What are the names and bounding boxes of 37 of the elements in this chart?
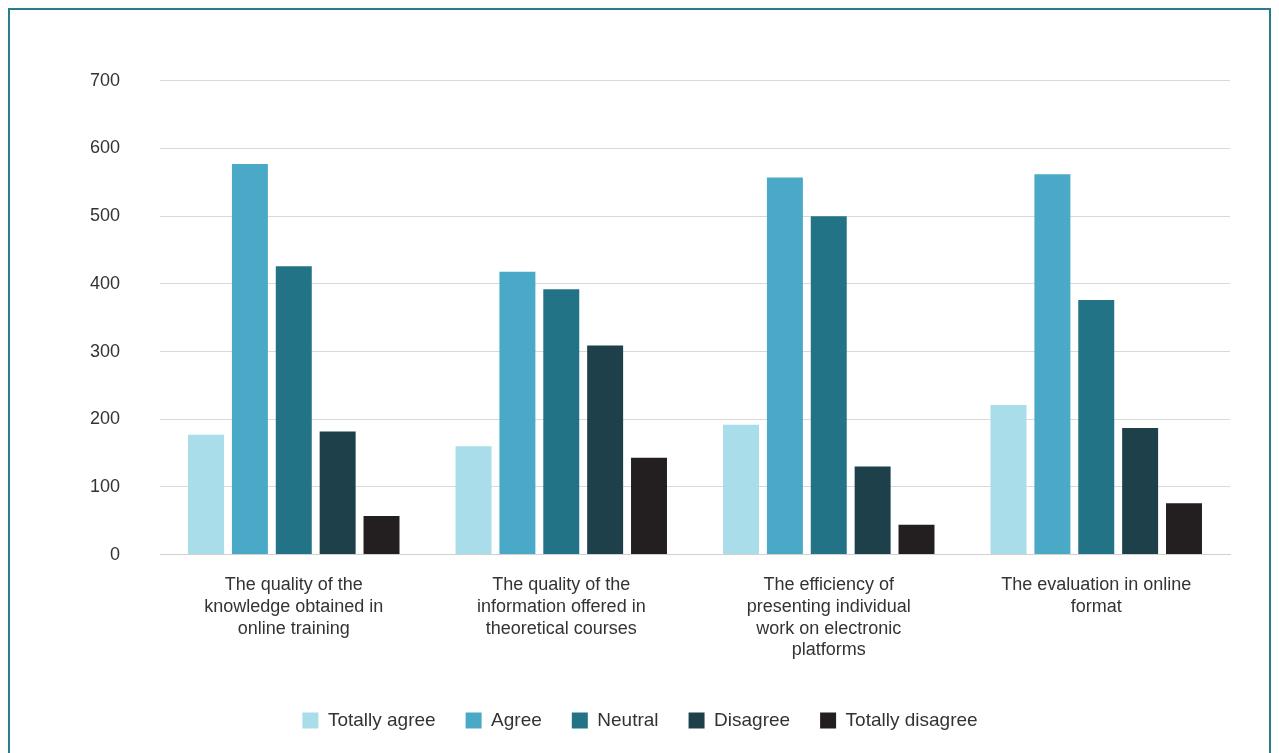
- bar: [1034, 174, 1071, 555]
- y-tick-label: 700: [89, 69, 121, 90]
- bar: [319, 431, 356, 555]
- legend-label: Totally disagree: [845, 708, 978, 730]
- bar: [231, 164, 268, 555]
- bar: [631, 457, 667, 555]
- bar: [1078, 300, 1115, 555]
- bar: [1122, 428, 1159, 555]
- legend-label: Disagree: [714, 708, 791, 730]
- bar: [723, 424, 760, 555]
- bar: [363, 516, 400, 555]
- bar: [587, 345, 624, 555]
- y-tick-label: 400: [89, 272, 121, 293]
- bar: [1166, 503, 1202, 555]
- y-tick-label: 100: [89, 475, 121, 496]
- bar: [990, 405, 1027, 555]
- bar: [766, 177, 803, 555]
- x-tick-label: The evaluation in online format: [1001, 574, 1192, 616]
- x-tick-label: The efficiency of presenting individual work on electronic platforms: [746, 574, 911, 660]
- y-tick-label: 0: [110, 543, 121, 564]
- bar: [275, 266, 312, 555]
- x-tick-label: The quality of the information offered in theoretical courses: [476, 574, 646, 638]
- bar: [455, 446, 492, 555]
- y-tick-label: 600: [89, 137, 121, 158]
- legend-label: Neutral: [597, 708, 659, 730]
- legend-label: Agree: [491, 708, 542, 730]
- y-tick-label: 200: [89, 408, 121, 429]
- bar: [854, 466, 891, 555]
- y-tick-label: 500: [89, 205, 121, 226]
- y-tick-label: 300: [89, 340, 121, 361]
- bar: [499, 271, 536, 555]
- bar: [810, 216, 847, 555]
- bar: [188, 434, 225, 555]
- legend-label: Totally agree: [327, 708, 436, 730]
- bar: [543, 289, 580, 555]
- x-tick-label: The quality of the knowledge obtained in online training: [204, 574, 384, 638]
- bar: [898, 524, 935, 555]
